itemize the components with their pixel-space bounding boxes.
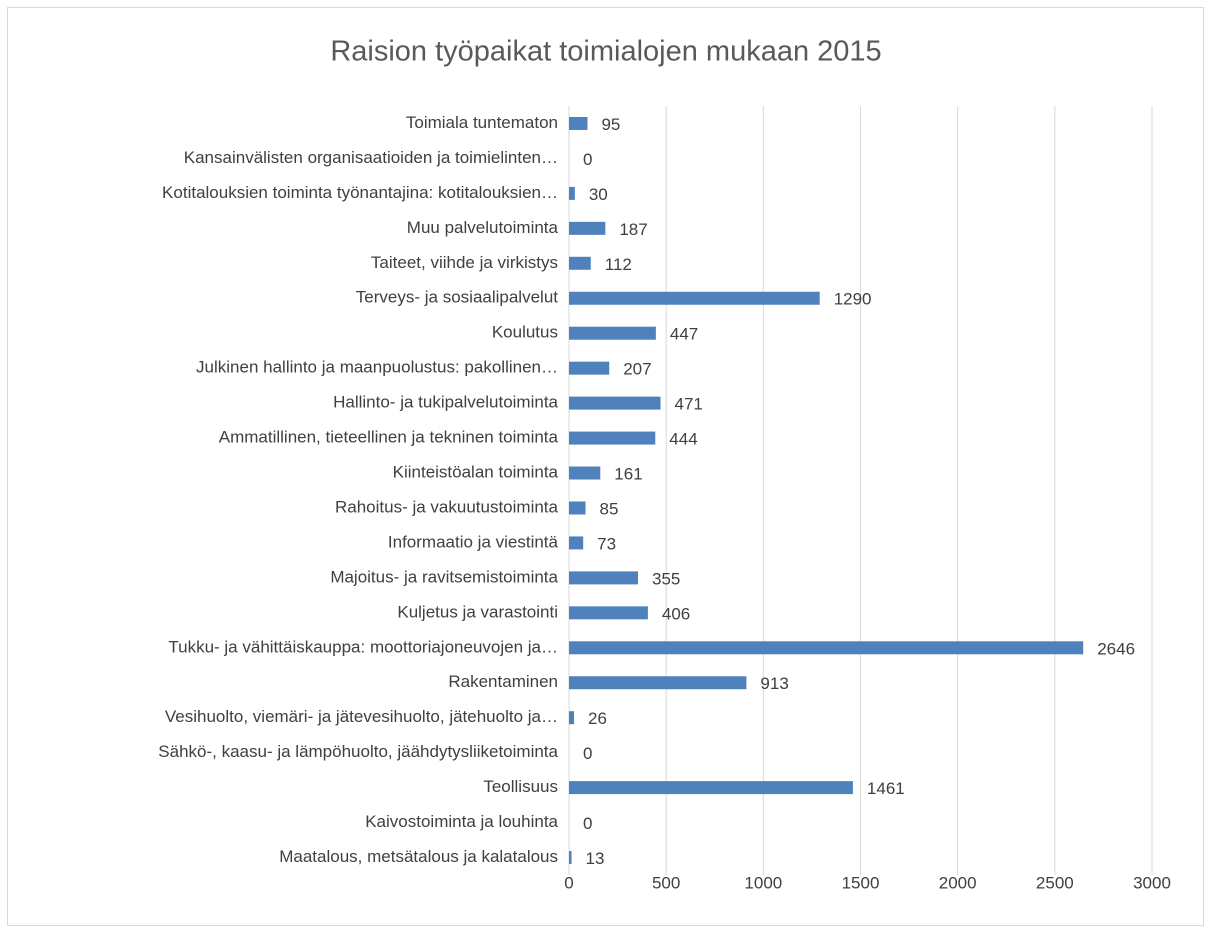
bar xyxy=(569,641,1084,655)
data-label: 13 xyxy=(586,849,605,868)
x-tick-label: 500 xyxy=(652,873,680,892)
bar xyxy=(569,851,572,865)
y-tick-label: Kiinteistöalan toiminta xyxy=(393,463,559,482)
y-tick-label: Sähkö-, kaasu- ja lämpöhuolto, jäähdytys… xyxy=(158,742,558,761)
chart-border xyxy=(7,7,1204,926)
bar xyxy=(569,606,648,620)
y-tick-label: Kaivostoiminta ja louhinta xyxy=(365,812,558,831)
y-tick-label: Koulutus xyxy=(492,323,558,342)
y-tick-label: Taiteet, viihde ja virkistys xyxy=(371,253,558,272)
y-tick-label: Tukku- ja vähittäiskauppa: moottoriajone… xyxy=(168,637,558,656)
y-tick-label: Rakentaminen xyxy=(448,672,558,691)
y-tick-label: Rahoitus- ja vakuutustoiminta xyxy=(335,497,559,516)
bar xyxy=(569,501,586,515)
y-tick-label: Terveys- ja sosiaalipalvelut xyxy=(356,288,558,307)
data-label: 95 xyxy=(601,115,620,134)
data-label: 444 xyxy=(669,430,697,449)
y-tick-label: Kotitalouksien toiminta työnantajina: ko… xyxy=(162,183,558,202)
bar xyxy=(569,781,853,795)
x-tick-label: 2500 xyxy=(1036,873,1074,892)
data-label: 447 xyxy=(670,325,698,344)
y-tick-label: Majoitus- ja ravitsemistoiminta xyxy=(330,567,558,586)
data-label: 355 xyxy=(652,569,680,588)
chart-title: Raision työpaikat toimialojen mukaan 201… xyxy=(330,36,881,68)
bar xyxy=(569,571,638,585)
bar xyxy=(569,256,591,270)
y-tick-label: Kuljetus ja varastointi xyxy=(397,602,558,621)
data-label: 1461 xyxy=(867,779,905,798)
x-tick-label: 1500 xyxy=(842,873,880,892)
y-tick-label: Toimiala tuntematon xyxy=(406,113,558,132)
data-label: 0 xyxy=(583,814,592,833)
x-tick-label: 2000 xyxy=(939,873,977,892)
data-label: 26 xyxy=(588,709,607,728)
y-tick-label: Vesihuolto, viemäri- ja jätevesihuolto, … xyxy=(165,707,558,726)
y-tick-label: Maatalous, metsätalous ja kalatalous xyxy=(279,847,558,866)
y-tick-label: Ammatillinen, tieteellinen ja tekninen t… xyxy=(219,428,559,447)
bar xyxy=(569,711,575,725)
data-label: 0 xyxy=(583,744,592,763)
y-tick-label: Kansainvälisten organisaatioiden ja toim… xyxy=(184,148,558,167)
bar xyxy=(569,116,588,130)
data-label: 207 xyxy=(623,360,651,379)
data-label: 0 xyxy=(583,150,592,169)
data-label: 161 xyxy=(614,465,642,484)
data-label: 85 xyxy=(600,499,619,518)
bar xyxy=(569,326,656,340)
y-tick-label: Hallinto- ja tukipalvelutoiminta xyxy=(333,393,558,412)
y-tick-label: Muu palvelutoiminta xyxy=(407,218,559,237)
data-label: 187 xyxy=(619,220,647,239)
bar xyxy=(569,676,747,690)
bar xyxy=(569,536,584,550)
bar xyxy=(569,221,606,235)
bar xyxy=(569,466,601,480)
y-tick-label: Julkinen hallinto ja maanpuolustus: pako… xyxy=(196,358,558,377)
y-tick-label: Informaatio ja viestintä xyxy=(388,532,559,551)
data-label: 1290 xyxy=(834,290,872,309)
x-tick-label: 3000 xyxy=(1133,873,1171,892)
data-label: 471 xyxy=(675,395,703,414)
bar xyxy=(569,361,610,375)
data-label: 112 xyxy=(605,255,632,274)
x-tick-label: 1000 xyxy=(744,873,782,892)
bar xyxy=(569,186,575,200)
data-label: 913 xyxy=(760,674,788,693)
bar xyxy=(569,291,820,305)
y-tick-label: Teollisuus xyxy=(483,777,558,796)
bar xyxy=(569,396,661,410)
data-label: 406 xyxy=(662,604,690,623)
data-label: 2646 xyxy=(1097,639,1135,658)
data-label: 73 xyxy=(597,534,616,553)
bar xyxy=(569,431,656,445)
x-tick-label: 0 xyxy=(564,873,573,892)
data-label: 30 xyxy=(589,185,608,204)
